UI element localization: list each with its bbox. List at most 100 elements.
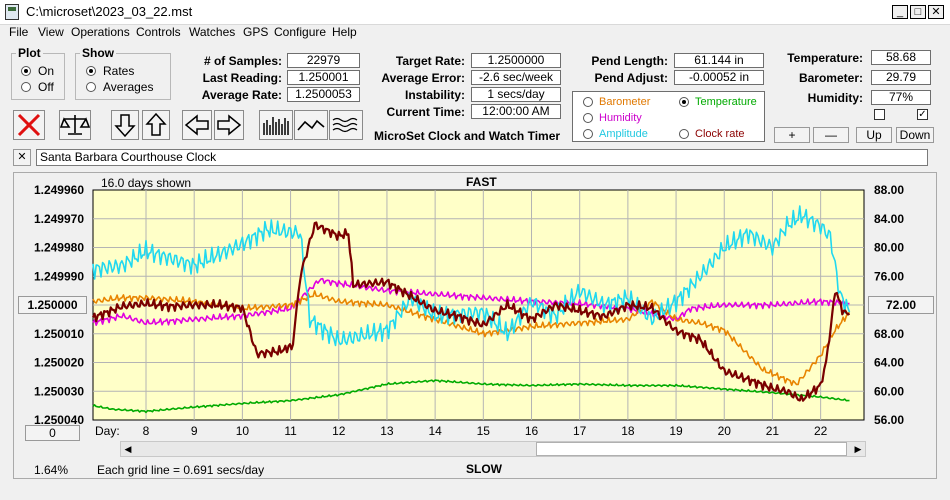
plot-group: Plot: [11, 46, 65, 100]
y-right-tick-label: 56.00: [874, 413, 904, 427]
menu-controls[interactable]: Controls: [136, 25, 181, 39]
x-tick-label: 9: [191, 424, 198, 438]
plot-on-radio[interactable]: [21, 66, 31, 76]
humidity-option-label: Humidity: [599, 112, 642, 124]
amplitude-option-label: Amplitude: [599, 128, 648, 140]
target-rate-label: Target Rate:: [395, 54, 465, 68]
scale-up-button[interactable]: Up: [856, 127, 892, 143]
plot-off-label: Off: [38, 80, 54, 94]
time-scrollbar[interactable]: ◀ ▶: [120, 441, 866, 457]
grid-note: Each grid line = 0.691 secs/day: [97, 463, 265, 477]
temperature-series-line: [92, 379, 850, 414]
wave-view-button[interactable]: [329, 110, 363, 140]
x-tick-label: 22: [814, 424, 828, 438]
humidity-radio[interactable]: [583, 113, 593, 123]
plot-off-radio[interactable]: [21, 82, 31, 92]
bars-view-button[interactable]: [259, 110, 293, 140]
arrow-right-button[interactable]: [214, 110, 244, 140]
y-left-tick-label: 1.249990: [34, 269, 84, 283]
stop-button[interactable]: [13, 110, 45, 140]
temperature-radio[interactable]: [679, 97, 689, 107]
x-tick-label: 11: [284, 424, 297, 438]
maximize-button[interactable]: □: [910, 5, 926, 19]
plot-on-label: On: [38, 64, 55, 78]
amplitude-radio[interactable]: [583, 129, 593, 139]
barometer-radio[interactable]: [583, 97, 593, 107]
pend-length-field: 61.144 in: [674, 53, 764, 68]
menu-file[interactable]: File: [9, 25, 29, 39]
arrow-right-icon: [217, 114, 242, 136]
clear-clock-name-button[interactable]: ✕: [13, 149, 31, 166]
current-time-label: Current Time:: [386, 105, 465, 119]
x-tick-label: 10: [236, 424, 250, 438]
scale-down-button[interactable]: Down: [896, 127, 934, 143]
balance-scale-icon: [59, 115, 91, 135]
title-bar: C:\microset\2023_03_22.mst _ □ ✕: [0, 0, 950, 25]
instability-field: 1 secs/day: [471, 87, 561, 102]
y-left-tick-label: 1.249980: [34, 241, 84, 255]
scrollbar-thumb[interactable]: [536, 442, 847, 456]
barometer-field: 29.79: [871, 70, 931, 85]
zero-button[interactable]: 0: [25, 425, 80, 441]
temperature-center-button[interactable]: 72.00: [868, 296, 934, 314]
menu-bar: File View Operations Controls Watches GP…: [0, 24, 950, 42]
temperature-label: Temperature:: [787, 51, 863, 65]
current-time-field: 12:00:00 AM: [471, 104, 561, 119]
humidity-field: 77%: [871, 90, 931, 105]
minimize-button[interactable]: _: [892, 5, 908, 19]
arrow-up-button[interactable]: [142, 110, 170, 140]
average-error-label: Average Error:: [381, 71, 465, 85]
show-averages-label: Averages: [103, 80, 154, 94]
menu-gps[interactable]: GPS: [243, 25, 269, 39]
menu-configure[interactable]: Configure: [274, 25, 327, 39]
balance-button[interactable]: [59, 110, 91, 140]
humidity-series-line: [92, 277, 850, 327]
amplitude-series-line: [92, 205, 851, 347]
target-rate-field[interactable]: 1.2500000: [471, 53, 561, 68]
x-tick-label: 8: [143, 424, 150, 438]
clock-name-input[interactable]: Santa Barbara Courthouse Clock: [36, 149, 928, 166]
percent-label: 1.64%: [34, 463, 69, 477]
pend-adjust-label: Pend Adjust:: [594, 71, 668, 85]
window-title: C:\microset\2023_03_22.mst: [26, 4, 193, 19]
show-averages-radio[interactable]: [86, 82, 96, 92]
y-left-tick-label: 1.250040: [34, 413, 84, 427]
menu-help[interactable]: Help: [332, 25, 357, 39]
menu-watches[interactable]: Watches: [189, 25, 236, 39]
stop-x-icon: [17, 113, 41, 137]
clock-rate-radio[interactable]: [679, 129, 689, 139]
last-reading-label: Last Reading:: [202, 71, 282, 85]
scale-minus-button[interactable]: —: [813, 127, 849, 143]
fast-label: FAST: [466, 175, 497, 189]
average-rate-label: Average Rate:: [201, 88, 282, 102]
barometer-option-label: Barometer: [599, 96, 651, 108]
show-rates-label: Rates: [103, 64, 135, 78]
instability-label: Instability:: [404, 88, 465, 102]
scroll-right-arrow-icon[interactable]: ▶: [854, 444, 862, 454]
chart-panel: [13, 172, 937, 479]
plot-group-legend: Plot: [18, 46, 41, 60]
y-right-tick-label: 84.00: [874, 212, 904, 226]
arrow-left-button[interactable]: [182, 110, 212, 140]
line-graph-icon: [297, 119, 325, 131]
scroll-left-arrow-icon[interactable]: ◀: [124, 444, 132, 454]
line-view-button[interactable]: [294, 110, 328, 140]
rate-center-button[interactable]: 1.250000: [18, 296, 87, 314]
show-rates-radio[interactable]: [86, 66, 96, 76]
checkbox-2[interactable]: ✓: [917, 109, 928, 120]
y-right-tick-label: 76.00: [874, 269, 904, 283]
menu-view[interactable]: View: [38, 25, 64, 39]
last-reading-field: 1.250001: [287, 70, 360, 85]
close-button[interactable]: ✕: [928, 5, 944, 19]
arrow-down-button[interactable]: [111, 110, 139, 140]
scale-plus-button[interactable]: +: [774, 127, 810, 143]
average-error-field: -2.6 sec/week: [471, 70, 561, 85]
arrow-left-icon: [184, 114, 209, 136]
humidity-label: Humidity:: [807, 91, 863, 105]
clock-rate-option-label: Clock rate: [695, 128, 745, 140]
y-right-tick-label: 60.00: [874, 384, 904, 398]
menu-operations[interactable]: Operations: [71, 25, 130, 39]
checkbox-1[interactable]: [874, 109, 885, 120]
y-right-tick-label: 88.00: [874, 183, 904, 197]
x-tick-label: 17: [573, 424, 587, 438]
